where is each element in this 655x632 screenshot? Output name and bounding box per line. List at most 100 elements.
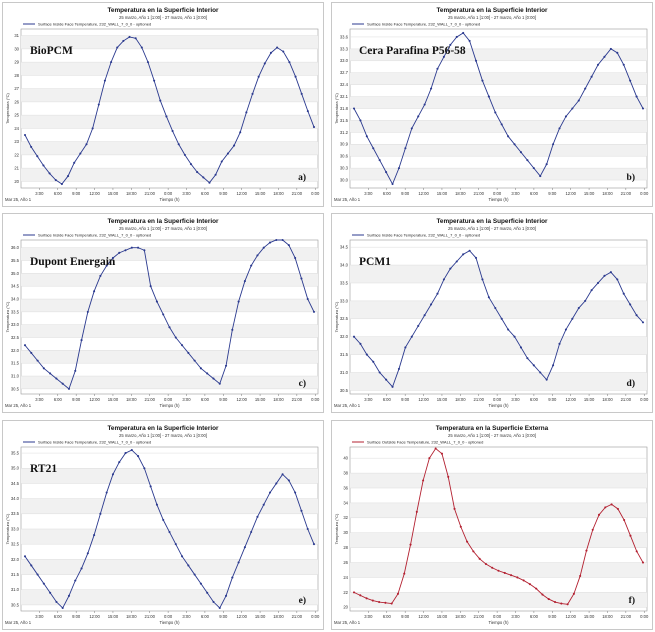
data-point: [497, 569, 500, 572]
y-tick-label: 35.5: [11, 258, 20, 263]
data-point: [218, 606, 221, 610]
data-point: [359, 119, 362, 122]
x-tick-label: 18:00: [455, 614, 466, 619]
grid-band: [350, 144, 647, 157]
x-tick-label: 12:00: [236, 614, 247, 619]
data-point: [491, 566, 494, 569]
y-tick-label: 28: [343, 545, 348, 550]
x-tick-label: 18:00: [602, 191, 613, 196]
data-point: [410, 127, 413, 130]
y-tick-label: 31: [14, 33, 19, 38]
y-tick-label: 26: [14, 99, 19, 104]
chart-subtitle: 25 marzo, Año 1 [1:00] - 27 marzo, Año 1…: [448, 433, 536, 438]
data-point: [187, 564, 190, 567]
data-point: [507, 135, 510, 138]
x-tick-label: 3:00: [511, 397, 520, 402]
y-tick-label: 27: [14, 86, 19, 91]
data-point: [105, 264, 108, 267]
data-point: [584, 87, 587, 90]
data-point: [641, 561, 645, 564]
data-point: [545, 163, 548, 166]
legend: Surface Inside Face Temperature, 232_WAL…: [352, 233, 480, 238]
grid-band: [350, 120, 647, 133]
data-point: [140, 46, 143, 49]
data-point: [623, 519, 626, 522]
x-tick-label: 9:00: [401, 614, 410, 619]
data-point: [312, 543, 316, 546]
data-point: [494, 306, 497, 310]
data-point: [233, 144, 236, 147]
data-point: [199, 367, 202, 370]
x-tick-label: 12:00: [418, 397, 429, 402]
data-point: [153, 79, 156, 82]
panel-letter: f): [629, 595, 635, 606]
x-tick-label: 18:00: [126, 191, 137, 196]
y-tick-label: 22: [343, 590, 348, 595]
y-axis-label: Temperatura (°C): [5, 513, 10, 544]
chart-subtitle: 25 marzo, Año 1 [1:00] - 27 marzo, Año 1…: [119, 433, 207, 438]
x-tick-label: 0:00: [640, 397, 649, 402]
x-tick-label: 12:00: [236, 191, 247, 196]
y-tick-label: 32.5: [11, 542, 20, 547]
y-tick-label: 35.0: [11, 466, 20, 471]
data-point: [352, 107, 356, 110]
panel-letter: d): [627, 378, 635, 389]
data-point: [603, 55, 606, 58]
legend: Surface Inside Face Temperature, 232_WAL…: [352, 22, 480, 27]
data-point: [481, 278, 484, 281]
y-tick-label: 28: [14, 73, 19, 78]
y-tick-label: 29: [14, 60, 19, 65]
data-point: [629, 79, 632, 82]
chart-panel-c: Temperatura en la Superficie Interior 25 …: [2, 213, 324, 413]
x-axis-label: Tiempo (h): [159, 197, 180, 202]
data-point: [294, 256, 297, 260]
data-point: [23, 133, 27, 137]
data-point: [603, 274, 606, 277]
x-tick-label: 15:00: [584, 191, 595, 196]
data-point: [300, 92, 303, 95]
x-tick-label: 18:00: [602, 614, 613, 619]
chart-c: Temperatura en la Superficie Interior25 …: [2, 213, 324, 413]
data-point: [430, 303, 433, 306]
x-tick-label: 15:00: [108, 614, 119, 619]
data-point: [434, 447, 437, 450]
x-tick-label: 0:00: [311, 614, 320, 619]
data-point: [474, 256, 478, 259]
chart-title: Temperatura en la Superficie Interior: [107, 218, 219, 225]
y-axis-label: Temperatura (°C): [334, 513, 339, 544]
x-tick-label: 0:00: [493, 397, 502, 402]
data-point: [584, 299, 587, 302]
data-point: [519, 151, 523, 154]
data-point: [196, 171, 199, 174]
x-tick-label: 6:00: [530, 397, 539, 402]
x-tick-label: 18:00: [455, 397, 466, 402]
y-tick-label: 30.5: [340, 388, 349, 393]
data-point: [526, 159, 529, 162]
data-point: [226, 152, 229, 155]
series-line: [24, 36, 315, 185]
data-point: [206, 372, 209, 375]
data-point: [422, 479, 425, 482]
chart-subtitle: 25 marzo, Año 1 [1:00] - 27 marzo, Año 1…: [448, 226, 536, 231]
y-tick-label: 32.0: [11, 348, 20, 353]
x-tick-label: 21:00: [144, 191, 155, 196]
series-line: [353, 32, 644, 186]
data-point: [365, 135, 368, 138]
x-tick-label: 21:00: [621, 614, 632, 619]
y-tick-label: 22: [14, 152, 19, 157]
x-tick-label: 0:00: [164, 614, 173, 619]
y-tick-label: 34.5: [11, 284, 20, 289]
grid-band: [350, 72, 647, 85]
data-point: [585, 549, 588, 552]
panel-letter: c): [299, 378, 306, 389]
data-point: [312, 126, 316, 129]
chart-d: Temperatura en la Superficie Interior25 …: [331, 213, 653, 413]
x-tick-label: 12:00: [89, 397, 100, 402]
x-tick-label: 0:00: [640, 191, 649, 196]
y-tick-label: 33.3: [340, 46, 349, 51]
y-tick-label: 33.6: [340, 34, 349, 39]
data-point: [80, 339, 83, 342]
x-tick-label: 21:00: [292, 397, 303, 402]
y-tick-label: 34.5: [11, 481, 20, 486]
data-point: [231, 328, 234, 331]
